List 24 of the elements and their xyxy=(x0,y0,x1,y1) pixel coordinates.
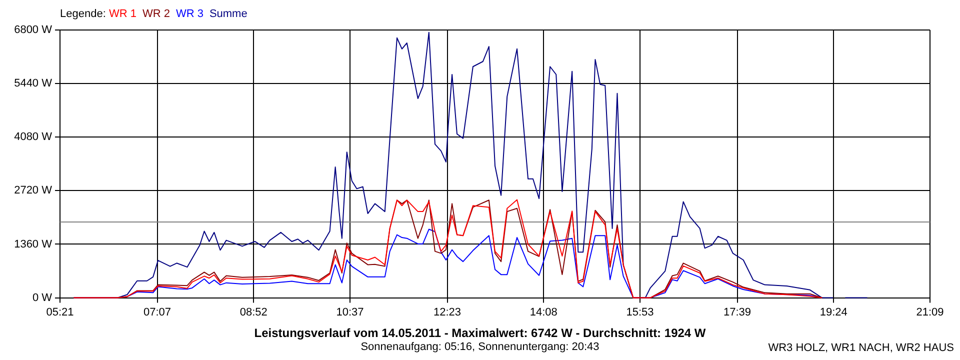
text: WR 3 xyxy=(176,8,204,20)
x-tick-label: 08:52 xyxy=(240,306,268,318)
x-tick-label: 05:21 xyxy=(46,306,74,318)
y-tick-label: 4080 W xyxy=(14,131,53,144)
text: Summe xyxy=(209,8,248,20)
y-tick-label: 0 W xyxy=(32,292,53,304)
x-tick-label: 10:37 xyxy=(336,306,364,318)
y-tick-label: 6800 W xyxy=(14,24,53,36)
x-tick-label: 19:24 xyxy=(820,306,848,318)
x-tick-label: 17:39 xyxy=(724,306,752,318)
text: WR3 HOLZ, WR1 NACH, WR2 HAUS xyxy=(768,342,954,354)
text: Sonnenaufgang: 05:16, Sonnenuntergang: 20:43 xyxy=(360,341,600,353)
x-tick-label: 07:07 xyxy=(144,306,172,318)
x-tick-label: 14:08 xyxy=(530,306,558,318)
y-tick-label: 1360 W xyxy=(14,238,53,250)
x-tick-label: 15:53 xyxy=(626,306,654,318)
y-tick-label: 2720 W xyxy=(14,184,53,197)
legend-title: Legende: xyxy=(60,8,107,20)
y-tick-label: 5440 W xyxy=(14,78,53,90)
x-tick-label: 12:23 xyxy=(434,306,462,318)
text: Leistungsverlauf vom 14.05.2011 - Maximalwert: 6742 W - Durchschnitt: 1924 W xyxy=(253,326,707,340)
text: WR 2 xyxy=(142,8,170,20)
x-tick-label: 21:09 xyxy=(916,306,944,318)
text: WR 1 xyxy=(108,8,136,20)
